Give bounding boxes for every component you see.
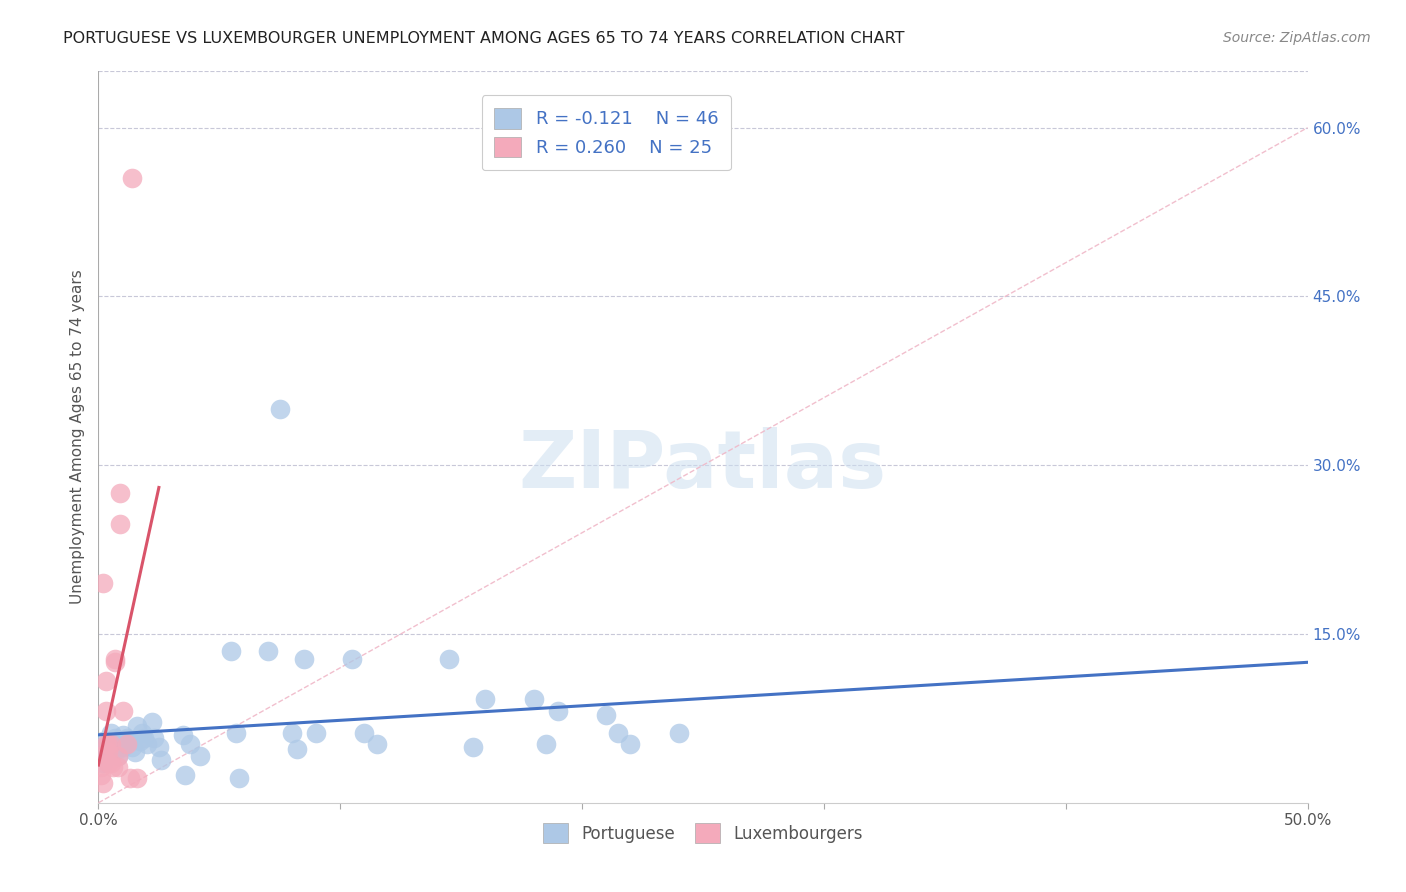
Point <box>143 731 166 745</box>
Y-axis label: Unemployment Among Ages 65 to 74 years: Unemployment Among Ages 65 to 74 years <box>69 269 84 605</box>
Point <box>127 719 149 733</box>
Point <box>607 726 630 740</box>
Point <box>595 708 617 723</box>
Point <box>221 644 243 658</box>
Point <box>534 737 557 751</box>
Point <box>150 753 173 767</box>
Point <box>148 739 170 754</box>
Point <box>188 748 211 763</box>
Point <box>101 737 124 751</box>
Point <box>256 644 278 658</box>
Point <box>111 739 134 754</box>
Point <box>174 767 197 781</box>
Point <box>127 771 149 785</box>
Point <box>107 748 129 763</box>
Text: PORTUGUESE VS LUXEMBOURGER UNEMPLOYMENT AMONG AGES 65 TO 74 YEARS CORRELATION CH: PORTUGUESE VS LUXEMBOURGER UNEMPLOYMENT … <box>63 31 905 46</box>
Point <box>107 760 129 774</box>
Point <box>134 731 156 745</box>
Point <box>94 674 117 689</box>
Point <box>292 652 315 666</box>
Point <box>228 771 250 785</box>
Point <box>100 726 122 740</box>
Point <box>668 726 690 740</box>
Point <box>366 737 388 751</box>
Point <box>225 726 247 740</box>
Point <box>91 734 114 748</box>
Point <box>101 760 124 774</box>
Point <box>172 728 194 742</box>
Point <box>179 737 201 751</box>
Point <box>91 775 114 789</box>
Point <box>90 760 112 774</box>
Point <box>107 748 129 763</box>
Point <box>523 692 546 706</box>
Point <box>305 726 328 740</box>
Point <box>91 576 114 591</box>
Point <box>269 401 291 416</box>
Point <box>108 486 131 500</box>
Point <box>94 737 117 751</box>
Point <box>97 737 120 751</box>
Point <box>111 728 134 742</box>
Point <box>285 741 308 756</box>
Point <box>117 737 139 751</box>
Point <box>117 731 139 745</box>
Point <box>97 745 120 759</box>
Point <box>474 692 496 706</box>
Point <box>463 739 485 754</box>
Legend: Portuguese, Luxembourgers: Portuguese, Luxembourgers <box>536 817 870 849</box>
Point <box>135 737 157 751</box>
Point <box>100 756 122 771</box>
Point <box>111 704 134 718</box>
Point <box>91 756 114 771</box>
Point <box>131 726 153 740</box>
Point <box>121 739 143 754</box>
Point <box>342 652 364 666</box>
Point <box>118 771 141 785</box>
Point <box>547 704 569 718</box>
Point <box>128 734 150 748</box>
Point <box>94 704 117 718</box>
Point <box>107 741 129 756</box>
Point <box>94 741 117 756</box>
Text: ZIPatlas: ZIPatlas <box>519 427 887 506</box>
Point <box>104 731 127 745</box>
Text: Source: ZipAtlas.com: Source: ZipAtlas.com <box>1223 31 1371 45</box>
Point <box>90 748 112 763</box>
Point <box>353 726 375 740</box>
Point <box>97 756 120 771</box>
Point <box>100 737 122 751</box>
Point <box>121 171 143 186</box>
Point <box>90 767 112 781</box>
Point <box>124 745 146 759</box>
Point <box>437 652 460 666</box>
Point <box>118 734 141 748</box>
Point <box>619 737 641 751</box>
Point <box>108 516 131 531</box>
Point <box>281 726 304 740</box>
Point <box>97 745 120 759</box>
Point <box>104 652 127 666</box>
Point <box>104 655 127 669</box>
Point <box>141 714 163 729</box>
